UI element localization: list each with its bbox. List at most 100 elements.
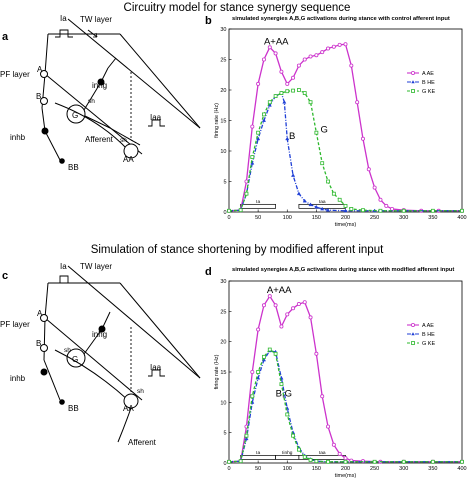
input-bar-label: Iaa (319, 199, 326, 205)
data-point (285, 412, 290, 417)
x-tick-label: 100 (283, 215, 292, 221)
x-tick-label: 350 (428, 466, 437, 472)
data-point (262, 354, 266, 359)
data-point (314, 459, 319, 464)
data-point (238, 208, 243, 213)
data-point (261, 57, 266, 62)
data-point (291, 75, 296, 80)
legend-label-1: B HE (422, 332, 435, 338)
data-point (390, 206, 395, 211)
circuit-diagram-a: a Ia TW layer PF layer A B inhb BB G (0, 14, 201, 172)
data-point (267, 347, 272, 352)
plot-frame (228, 280, 463, 464)
data-point (343, 456, 348, 461)
data-point (256, 370, 261, 374)
x-tick-label: 150 (312, 466, 321, 472)
data-point (285, 89, 290, 94)
data-point (291, 88, 295, 93)
data-point (384, 203, 389, 208)
data-point (378, 208, 383, 213)
data-point (261, 303, 266, 308)
data-point (285, 312, 290, 317)
annotation: G (320, 125, 327, 136)
data-point (291, 173, 296, 177)
chart-title: simulated synergies A,B,G activations du… (232, 267, 454, 273)
label-b-node-c: B (36, 339, 41, 348)
label-sh-2: sh (120, 137, 127, 144)
data-point (430, 459, 435, 464)
legend-marker (411, 89, 415, 93)
data-point (320, 161, 325, 166)
data-point (308, 54, 313, 59)
data-point (244, 433, 249, 438)
legend-label-2: G KE (422, 89, 435, 95)
data-point (331, 442, 336, 447)
label-afferent-c: Afferent (128, 438, 157, 447)
data-point (256, 130, 261, 135)
data-point (401, 208, 406, 213)
legend-label-0: A AE (422, 323, 434, 329)
x-tick-label: 400 (457, 215, 466, 221)
data-point (372, 185, 377, 190)
y-tick-label: 5 (223, 180, 226, 186)
label-tw-layer-c: TW layer (80, 262, 112, 271)
x-tick-label: 300 (399, 215, 408, 221)
label-afferent: Afferent (85, 135, 114, 144)
series-line-2 (228, 89, 462, 212)
series-line-0 (228, 294, 462, 463)
legend-marker (411, 332, 415, 336)
data-point (320, 50, 325, 55)
tw-layer-axon (67, 18, 201, 129)
annotation: A+AA (264, 36, 289, 47)
data-point (361, 208, 365, 213)
data-point (343, 208, 348, 213)
label-inhg-c: inhg (92, 330, 107, 339)
data-point (250, 124, 255, 129)
series-line-1 (228, 350, 462, 463)
data-point (291, 433, 295, 438)
data-point (349, 207, 354, 211)
section-title-top: Circuitry model for stance synergy seque… (124, 2, 351, 14)
data-point (256, 327, 261, 332)
data-point (326, 459, 330, 464)
ia-step-signal (55, 29, 73, 38)
data-point (337, 197, 342, 202)
data-point (314, 53, 319, 58)
label-bb-c: BB (68, 404, 79, 413)
y-tick-label: 30 (220, 279, 226, 285)
x-tick-label: 0 (227, 466, 230, 472)
panel-label-a: a (2, 31, 9, 43)
data-point (227, 208, 231, 213)
x-tick-label: 400 (457, 466, 466, 472)
data-point (296, 63, 301, 68)
data-point (302, 198, 307, 203)
data-point (343, 459, 348, 464)
series-line-0 (228, 43, 462, 212)
data-point (401, 459, 406, 464)
annotation: B (289, 131, 295, 142)
label-g-node: G (72, 111, 78, 120)
data-point (331, 44, 336, 49)
data-point (378, 197, 383, 202)
data-point (308, 100, 313, 105)
label-sh-2-c: sh (137, 388, 144, 395)
data-point (279, 382, 284, 387)
data-point (331, 191, 336, 196)
input-bar (240, 203, 276, 209)
data-point (291, 306, 296, 311)
data-point (250, 394, 255, 399)
data-point (273, 351, 278, 356)
data-point (250, 155, 255, 160)
label-tw-layer: TW layer (80, 15, 112, 24)
x-tick-label: 100 (283, 466, 292, 472)
data-point (308, 458, 313, 462)
x-tick-label: 350 (428, 215, 437, 221)
annotation: B,G (276, 388, 292, 399)
data-point (343, 42, 348, 47)
x-tick-label: 50 (255, 466, 261, 472)
y-tick-label: 25 (220, 309, 226, 315)
section-title-bottom: Simulation of stance shortening by modif… (91, 244, 384, 256)
label-b-node: B (36, 92, 41, 101)
chart-title: simulated synergies A,B,G activations du… (232, 16, 450, 22)
